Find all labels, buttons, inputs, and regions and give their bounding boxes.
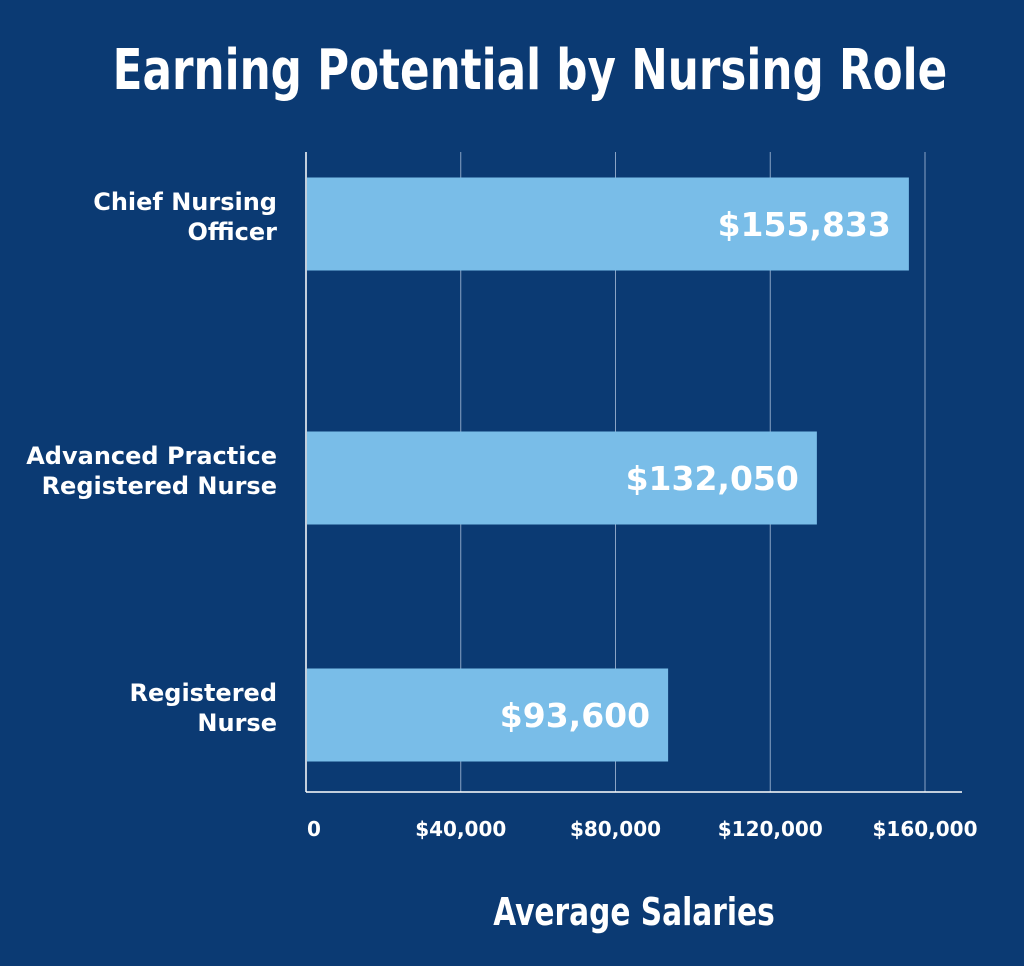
bar (307, 668, 669, 762)
bar-value-label: $93,600 (500, 696, 650, 735)
category-label: Officer (187, 218, 277, 246)
bar-value-label: $132,050 (626, 459, 799, 498)
bar-value-label: $155,833 (718, 205, 891, 244)
x-tick-label: 0 (307, 817, 321, 841)
x-tick-label: $120,000 (718, 817, 823, 841)
x-tick-label: $40,000 (415, 817, 506, 841)
bar (307, 177, 909, 271)
category-label: Nurse (197, 709, 277, 737)
chart-title: Earning Potential by Nursing Role (112, 38, 948, 103)
category-label: Registered (130, 679, 278, 707)
category-label: Registered Nurse (42, 472, 277, 500)
x-tick-label: $160,000 (872, 817, 977, 841)
category-label: Advanced Practice (26, 442, 277, 470)
x-axis-label: Average Salaries (493, 890, 775, 934)
category-label: Chief Nursing (93, 188, 277, 216)
x-tick-label: $80,000 (570, 817, 661, 841)
bar (307, 431, 817, 525)
